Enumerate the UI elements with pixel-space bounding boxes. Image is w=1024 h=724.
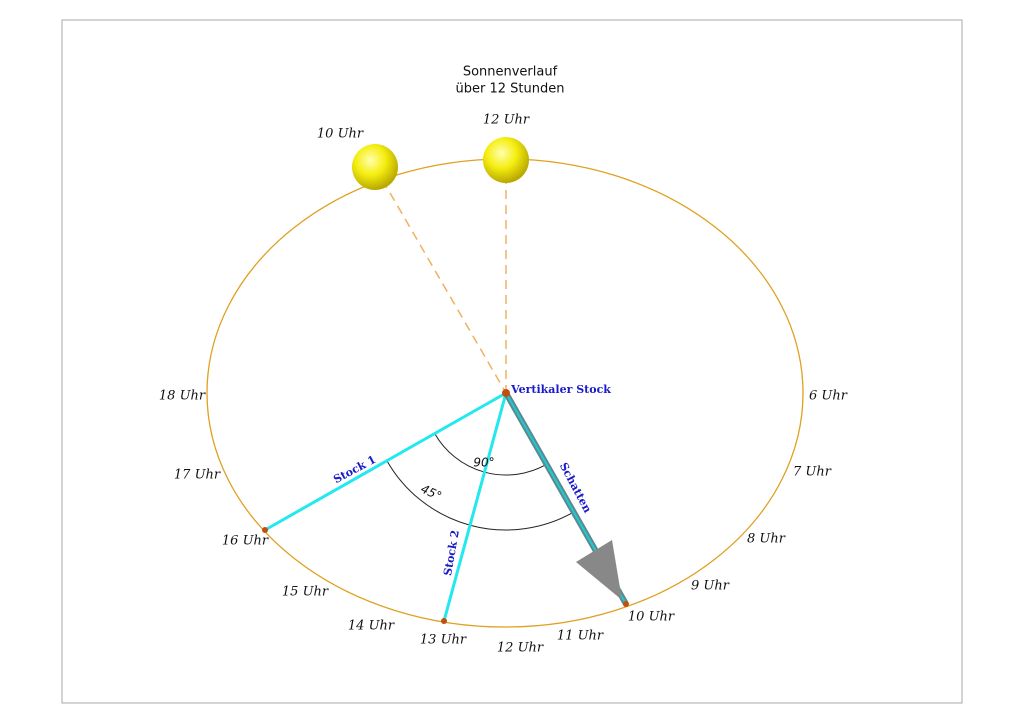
title: Sonnenverlauf	[463, 65, 558, 80]
stick	[442, 392, 508, 622]
point	[623, 601, 629, 607]
sun-ray	[374, 166, 507, 394]
title: über 12 Stunden	[456, 82, 565, 97]
hour-label: 16 Uhr	[222, 534, 269, 549]
hour-label: 7 Uhr	[793, 465, 832, 480]
hour-label: 17 Uhr	[174, 468, 221, 483]
sun-label: 12 Uhr	[483, 113, 530, 128]
angle-label: 90°	[473, 456, 494, 470]
hour-label: 15 Uhr	[282, 585, 329, 600]
hour-label: 6 Uhr	[809, 389, 848, 404]
sun	[483, 137, 529, 183]
hour-label: 8 Uhr	[747, 532, 786, 547]
stick	[264, 391, 507, 532]
center-label: Vertikaler Stock	[510, 383, 611, 396]
hour-label: 11 Uhr	[557, 629, 604, 644]
point	[502, 389, 510, 397]
angle-label: 45°	[419, 482, 444, 504]
hour-label: 12 Uhr	[497, 641, 544, 656]
point	[262, 527, 268, 533]
point	[441, 618, 447, 624]
sun-label: 10 Uhr	[317, 127, 364, 142]
hour-label: 9 Uhr	[691, 579, 730, 594]
hour-label: 13 Uhr	[420, 633, 467, 648]
shadow-arrow	[576, 540, 622, 600]
hour-label: 10 Uhr	[628, 610, 675, 625]
sun	[352, 144, 398, 190]
frame	[61, 19, 963, 704]
hour-label: 14 Uhr	[348, 619, 395, 634]
hour-label: 18 Uhr	[159, 389, 206, 404]
